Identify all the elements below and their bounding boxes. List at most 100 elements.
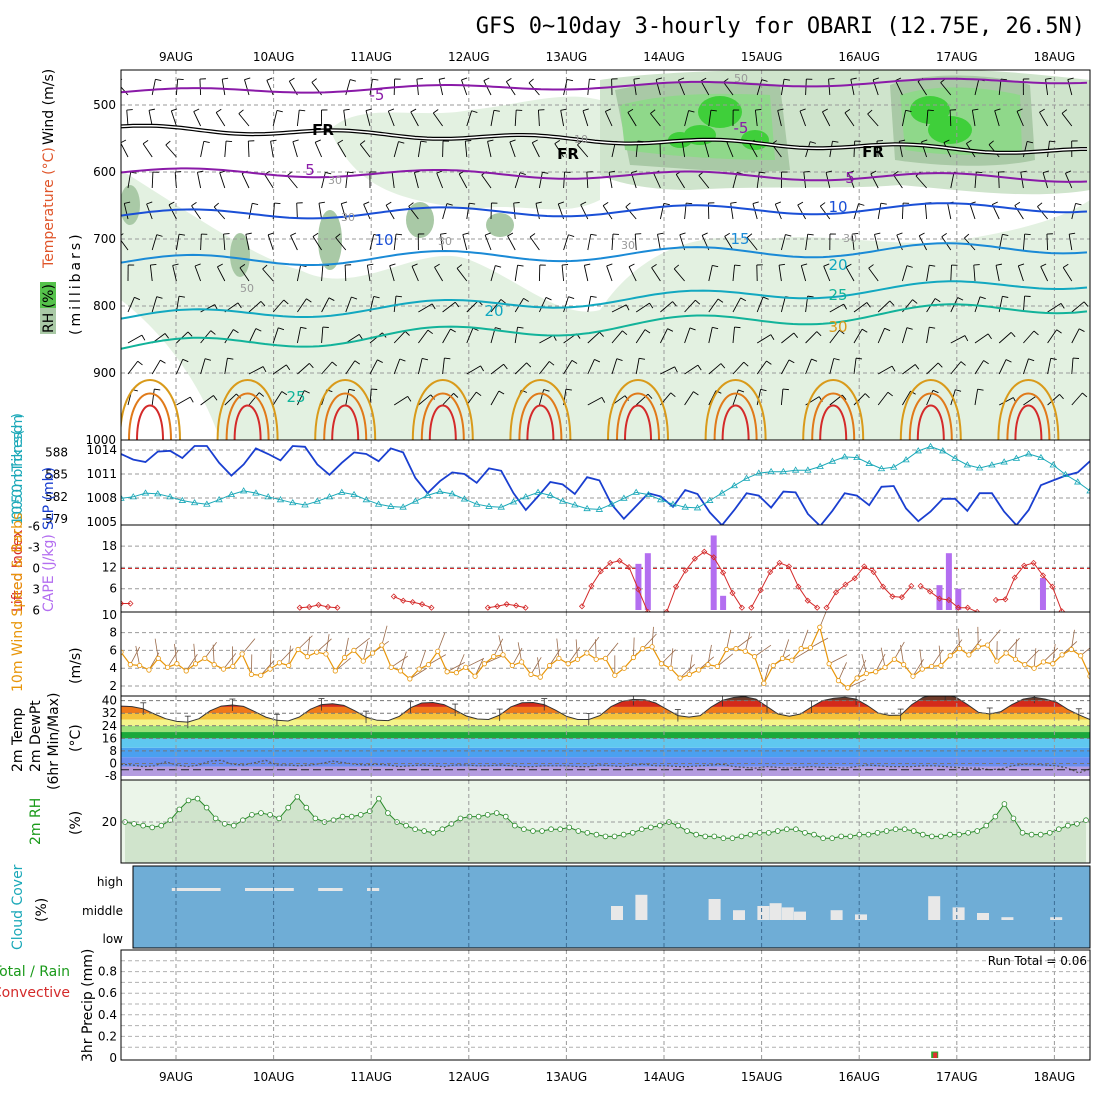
wind-barb-staff [602, 205, 613, 220]
thickness-point [1086, 487, 1090, 494]
wind-barb-feather [568, 234, 575, 237]
wind-barb-feather [411, 263, 418, 267]
rh2m-point [521, 826, 527, 832]
wind10-point [248, 671, 255, 678]
wind-barb-feather [759, 171, 766, 174]
wind10-barb [893, 641, 905, 660]
wind-barb-staff [538, 172, 543, 189]
wind-barb-staff [853, 140, 856, 158]
wind-barb-staff [440, 234, 444, 251]
lifted-index-point [1049, 583, 1056, 590]
wind10-barb [288, 645, 291, 666]
middle-cloud-block [769, 903, 782, 920]
wind10-barb [212, 644, 215, 665]
wind-barb-feather [349, 79, 356, 82]
wind10m-panel: 10 8 6 4 2 10m Wind Speed & Barbs (m/s) [10, 513, 1091, 697]
wind-barb-feather [543, 389, 550, 392]
wind10-barb [968, 638, 982, 656]
rh2m-point [512, 822, 518, 829]
wind-barb-staff [586, 172, 589, 189]
wind-barb-feather [252, 202, 259, 205]
rh2m-point [1028, 831, 1035, 838]
thickness-point [399, 503, 407, 510]
lifted-index-point [738, 604, 745, 611]
top-date-label: 12AUG [448, 50, 490, 64]
li-tick: 0 [32, 562, 40, 576]
thickness-point [509, 498, 518, 505]
rh-axis: 20 [102, 815, 117, 829]
wind-barb-feather [507, 232, 514, 237]
bottom-date-label: 17AUG [936, 1070, 978, 1084]
surface-heating-arch [802, 379, 865, 440]
wind-barb-feather [778, 263, 786, 266]
rh-mid-cell [486, 213, 514, 237]
rh2m-point [829, 835, 835, 841]
wind-barb-feather [1005, 359, 1012, 363]
wind-barb-staff [844, 112, 855, 127]
wind10-barb [325, 634, 330, 655]
wind10-barb [465, 658, 484, 668]
rh2m-point [602, 833, 609, 840]
cape-bar [945, 553, 952, 610]
precip-tick: 0.8 [98, 965, 117, 979]
wind-barb-feather [191, 202, 197, 207]
wind-axis-label: Wind (m/s) [41, 69, 57, 145]
wind-barb-staff [217, 266, 226, 282]
top-date-label: 11AUG [350, 50, 392, 64]
wind-barb-feather [988, 140, 994, 145]
cape-bar [710, 535, 717, 610]
high-cloud-segment [367, 888, 380, 891]
slp-tick: 1008 [86, 491, 117, 505]
wind10-point [845, 685, 851, 691]
lifted-index-point [1011, 574, 1018, 581]
temp-unit: (°C) [68, 724, 84, 752]
wind-barb-staff [363, 204, 371, 220]
wind-barb-staff [577, 144, 589, 158]
wind-barb-feather [852, 232, 859, 235]
wind-barb-staff [272, 391, 283, 406]
wind-barb-feather [124, 201, 131, 204]
rh2m-point [865, 831, 872, 838]
wind-barb-feather [650, 109, 656, 114]
wind-barb-staff [853, 358, 857, 375]
precip-convective-label: Convective [0, 985, 70, 1001]
wind-barb-staff [537, 110, 540, 127]
top-date-label: 16AUG [838, 50, 880, 64]
thickness-point [816, 462, 824, 469]
wind-barb-staff [389, 265, 395, 282]
wind-barb-staff [650, 113, 661, 127]
thickness-point [767, 467, 775, 475]
wind-barb-staff [1047, 394, 1060, 406]
rh2m-point [194, 795, 201, 802]
wind-barb-staff [926, 265, 930, 282]
wind10-barb [185, 654, 198, 672]
wind-barb-staff [264, 174, 274, 189]
wind-barb-feather [262, 366, 267, 373]
lifted-index-point [889, 593, 896, 600]
wind-barb-feather [347, 171, 354, 174]
rh2m-point [820, 835, 826, 841]
wind10-barb [1024, 649, 1039, 665]
wind-barb-staff [514, 265, 519, 282]
wind-barb-feather [388, 108, 395, 112]
precip-tick: 0.6 [98, 986, 117, 1000]
wind10-point [379, 642, 385, 648]
wind-barb-staff [604, 111, 613, 127]
wind-barb-staff [393, 296, 397, 313]
wind-barb-feather [848, 170, 855, 174]
rh2m-point [702, 833, 709, 840]
wind-barb-staff [442, 203, 448, 220]
wind-barb-feather [450, 328, 456, 333]
thickness-point [448, 490, 456, 497]
wind10-barb [810, 637, 829, 649]
wind-barb-staff [170, 110, 177, 127]
wind-barb-staff [151, 171, 154, 189]
li-tick: 3 [32, 583, 40, 597]
wind-barb-staff [847, 172, 855, 189]
lifted-index-point [898, 594, 905, 601]
thickness-point [154, 490, 162, 497]
rh2m-point [901, 826, 908, 832]
wind-barb-staff [874, 234, 879, 251]
thickness-point [301, 501, 309, 508]
wind10-barb [861, 653, 867, 674]
